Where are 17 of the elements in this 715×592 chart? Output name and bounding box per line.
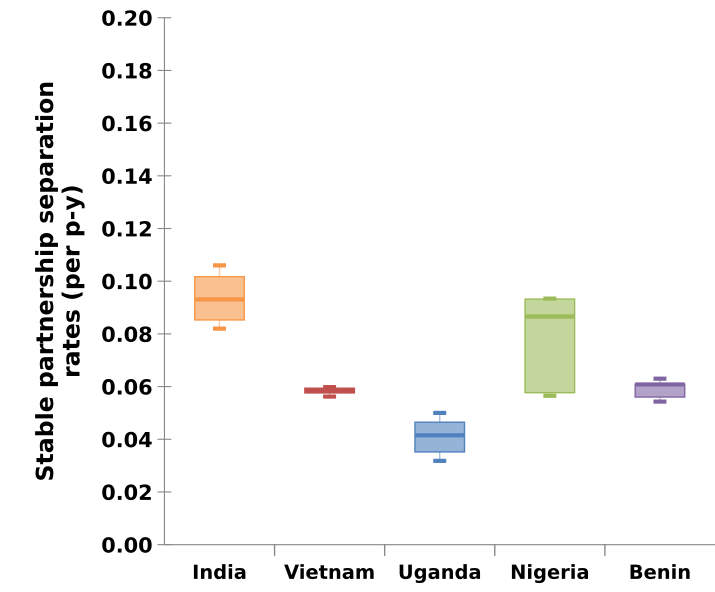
x-tick-label: Nigeria: [512, 564, 588, 584]
y-tick-label: 0.04: [102, 432, 152, 448]
y-tick-label: 0.08: [102, 326, 152, 342]
y-tick-label: 0.20: [102, 10, 152, 26]
y-tick-label: 0.00: [102, 537, 152, 553]
y-tick-label: 0.14: [102, 168, 152, 184]
y-axis-title: Stable partnership separation rates (per p-y): [35, 82, 85, 480]
y-tick-label: 0.10: [102, 274, 152, 290]
y-tick-label: 0.18: [102, 62, 152, 79]
y-tick-label: 0.02: [102, 484, 151, 500]
y-tick-label: 0.16: [102, 116, 152, 132]
x-tick-label: Vietnam: [284, 564, 374, 580]
x-tick-label: Uganda: [400, 564, 480, 584]
x-tick-label: India: [194, 564, 246, 580]
y-tick-label: 0.06: [102, 379, 152, 395]
x-tick-label: Benin: [630, 564, 690, 580]
y-tick-label: 0.12: [102, 220, 151, 237]
